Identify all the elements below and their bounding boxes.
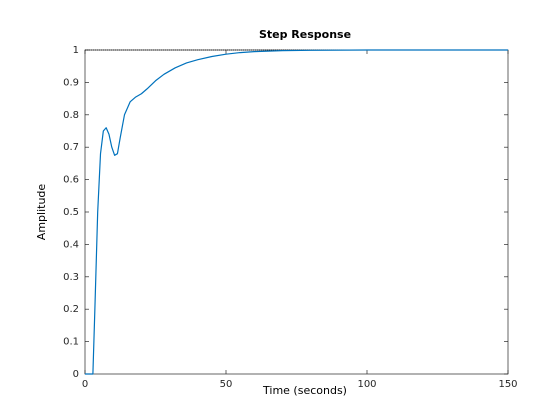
- y-tick-label: 0.8: [63, 110, 79, 121]
- x-tick-label: 100: [357, 379, 376, 390]
- y-axis-label: Amplitude: [35, 184, 48, 241]
- y-tick-label: 0.6: [63, 175, 79, 186]
- series-line: [85, 49, 508, 375]
- y-tick-label: 0: [73, 369, 79, 380]
- x-tick-label: 150: [498, 379, 517, 390]
- y-tick-label: 0.7: [63, 142, 79, 153]
- chart-title: Step Response: [259, 28, 351, 41]
- x-axis-label: Time (seconds): [262, 384, 347, 397]
- y-tick-label: 0.1: [63, 337, 79, 348]
- y-tick-label: 0.3: [63, 272, 79, 283]
- y-tick-label: 0.5: [63, 207, 79, 218]
- y-tick-label: 0.4: [63, 239, 79, 250]
- y-tick-label: 0.9: [63, 77, 79, 88]
- y-tick-label: 0.2: [63, 304, 79, 315]
- x-tick-label: 0: [82, 379, 88, 390]
- x-tick-label: 50: [220, 379, 233, 390]
- plot-area: [84, 49, 509, 375]
- y-tick-label: 1: [73, 45, 79, 56]
